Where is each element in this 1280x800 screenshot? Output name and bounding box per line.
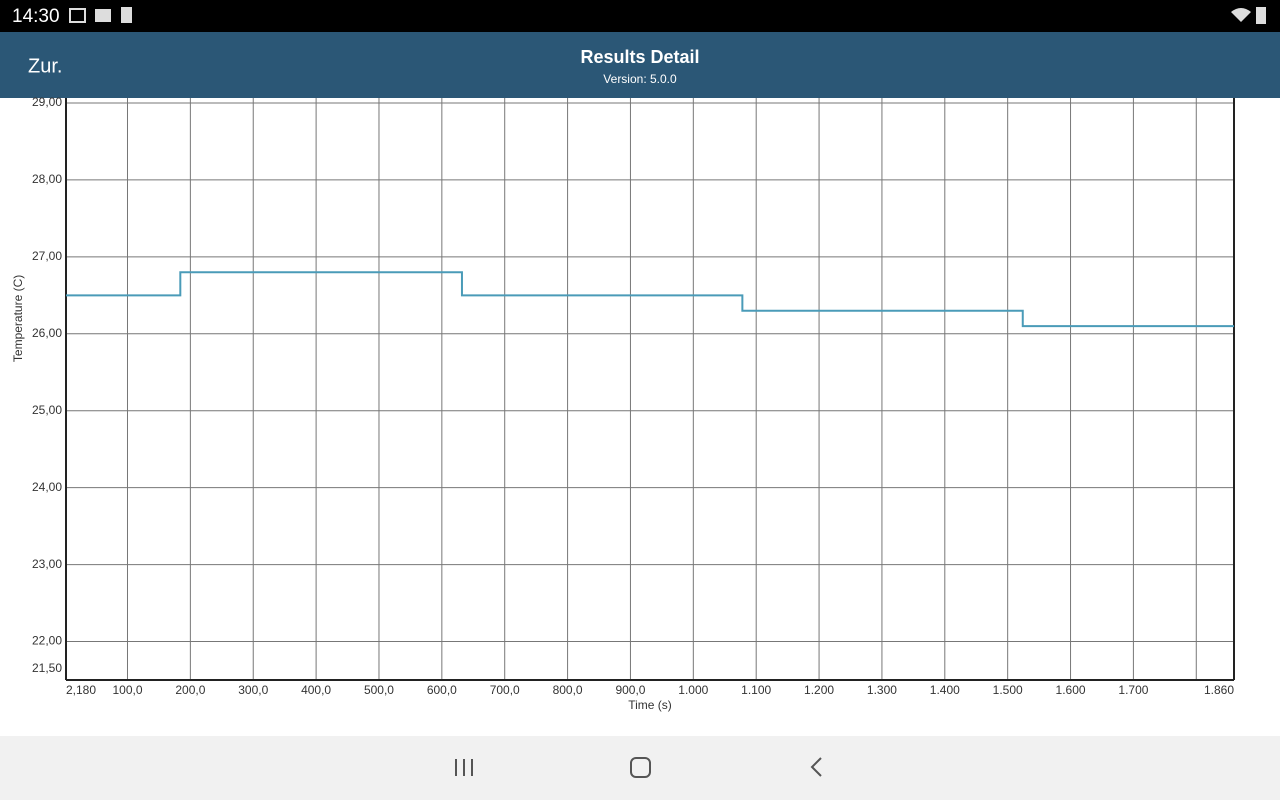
x-tick-label: 900,0 xyxy=(615,683,645,697)
subtitle: Version: 5.0.0 xyxy=(603,72,677,86)
data-line xyxy=(66,271,1234,328)
y-tick-label: 26,00 xyxy=(32,326,62,340)
back-nav-button[interactable] xyxy=(810,757,822,777)
y-tick-label: 28,00 xyxy=(32,172,62,186)
home-button[interactable] xyxy=(630,757,651,778)
x-tick-label: 800,0 xyxy=(553,683,583,697)
back-button[interactable]: Zur. xyxy=(28,55,62,77)
nav-bar xyxy=(0,736,1280,800)
gallery-icon xyxy=(69,8,86,23)
mail-icon xyxy=(95,9,111,22)
recent-apps-button[interactable] xyxy=(455,759,473,776)
title: Results Detail xyxy=(580,47,699,67)
x-tick-label: 500,0 xyxy=(364,683,394,697)
y-tick-label: 27,00 xyxy=(32,249,62,263)
x-tick-label: 1.400 xyxy=(930,683,960,697)
clock: 14:30 xyxy=(12,6,60,27)
app-bar xyxy=(0,32,1280,98)
x-tick-label: 1.600 xyxy=(1056,683,1086,697)
x-tick-label: 700,0 xyxy=(490,683,520,697)
y-tick-label: 23,00 xyxy=(32,557,62,571)
x-tick-label: 300,0 xyxy=(238,683,268,697)
x-tick-label: 2,180 xyxy=(66,683,96,697)
x-tick-label: 400,0 xyxy=(301,683,331,697)
y-tick-label: 22,00 xyxy=(32,634,62,648)
x-tick-label: 200,0 xyxy=(175,683,205,697)
x-tick-label: 1.000 xyxy=(678,683,708,697)
x-tick-label: 1.860 xyxy=(1204,683,1234,697)
x-tick-label: 100,0 xyxy=(112,683,142,697)
y-tick-label: 24,00 xyxy=(32,480,62,494)
x-tick-label: 1.200 xyxy=(804,683,834,697)
sd-icon xyxy=(121,7,132,23)
y-tick-label: 29,00 xyxy=(32,95,62,109)
chart: 21,50 22,00 23,00 24,00 25,00 26,00 27,00 28,00… xyxy=(11,95,1235,712)
x-tick-label: 1.100 xyxy=(741,683,771,697)
wifi-icon xyxy=(1231,8,1251,22)
x-tick-label: 600,0 xyxy=(427,683,457,697)
y-tick-label: 21,50 xyxy=(32,661,62,675)
x-tick-label: 1.300 xyxy=(867,683,897,697)
status-bar xyxy=(0,0,1280,32)
y-axis-label: Temperature (C) xyxy=(11,275,25,362)
battery-icon xyxy=(1256,7,1266,24)
x-tick-label: 1.700 xyxy=(1118,683,1148,697)
x-axis-label: Time (s) xyxy=(628,698,672,712)
x-tick-label: 1.500 xyxy=(993,683,1023,697)
y-tick-label: 25,00 xyxy=(32,403,62,417)
